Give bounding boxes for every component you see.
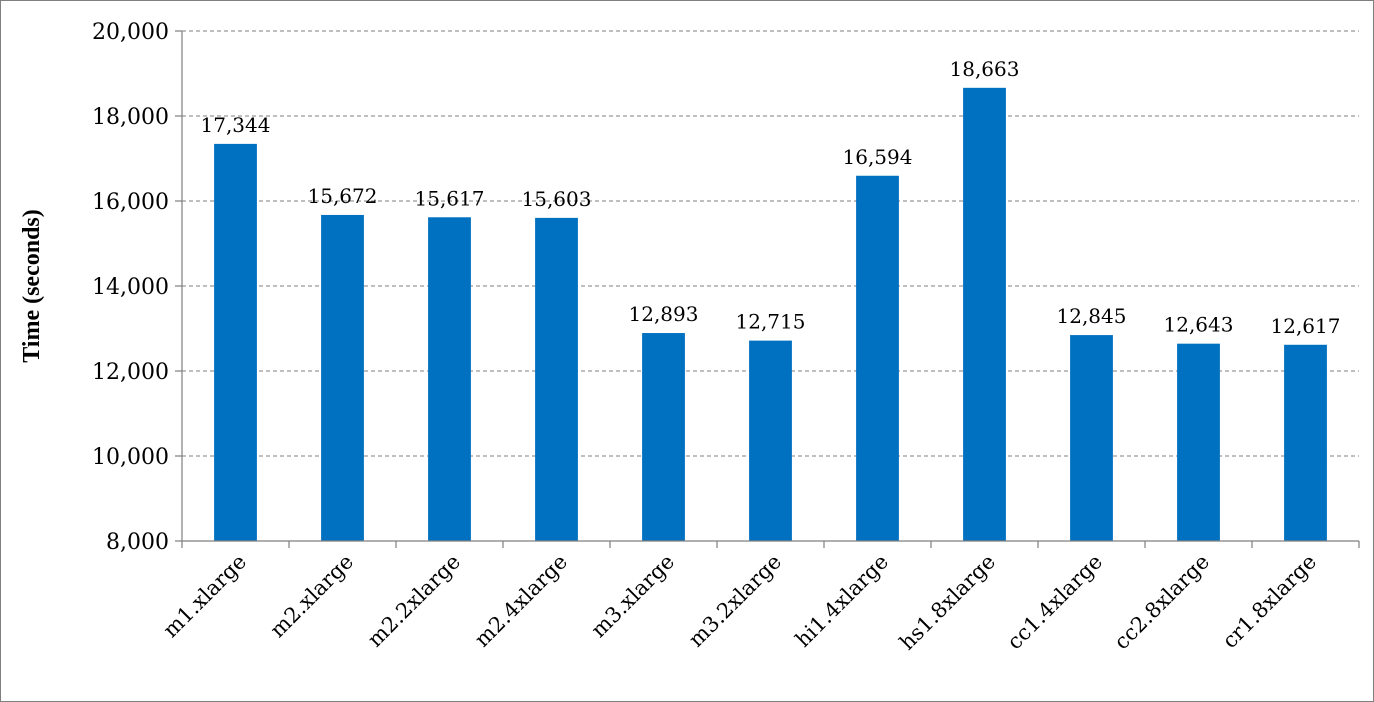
data-label: 12,715	[736, 310, 806, 334]
x-tick-label: hs1.8xlarge	[895, 550, 1000, 655]
bar-m3-xlarge	[642, 333, 685, 541]
data-label: 16,594	[843, 145, 913, 169]
y-tick-label: 8,000	[106, 530, 169, 555]
x-tick-label: hi1.4xlarge	[791, 550, 893, 652]
data-label: 18,663	[950, 57, 1020, 81]
x-tick-label: m3.xlarge	[586, 550, 679, 643]
bar-cc2-8xlarge	[1177, 343, 1220, 541]
gridlines	[182, 30, 1359, 457]
x-tick-label: m1.xlarge	[158, 550, 251, 643]
x-tick-label: m2.4xlarge	[470, 550, 572, 652]
x-tick-label: m3.2xlarge	[684, 550, 786, 652]
data-label: 15,617	[415, 186, 485, 210]
y-axis-title: Time (seconds)	[19, 209, 45, 363]
y-tick-label: 10,000	[92, 445, 169, 470]
data-label: 12,845	[1057, 304, 1127, 328]
x-tick-label: cc1.4xlarge	[1002, 550, 1107, 655]
data-label: 12,893	[629, 302, 699, 326]
y-tick-label: 18,000	[92, 105, 169, 130]
bar-cr1-8xlarge	[1284, 344, 1327, 541]
data-label: 12,643	[1164, 313, 1234, 337]
x-tick-label: cc2.8xlarge	[1109, 550, 1214, 655]
data-label: 15,672	[308, 184, 378, 208]
bar-cc1-4xlarge	[1070, 335, 1113, 541]
bar-hs1-8xlarge	[963, 87, 1006, 541]
data-label: 12,617	[1271, 314, 1341, 338]
axes	[175, 30, 1360, 548]
data-labels: 17,344 15,672 15,617 15,603 12,893 12,715 16,5…	[201, 57, 1341, 338]
x-tick-label: m2.xlarge	[265, 550, 358, 643]
bar-m2-2xlarge	[428, 217, 471, 541]
y-tick-label: 20,000	[92, 20, 169, 45]
x-tick-label: cr1.8xlarge	[1218, 550, 1321, 653]
bar-m1-xlarge	[214, 143, 257, 541]
y-tick-label: 16,000	[92, 190, 169, 215]
data-label: 17,344	[201, 113, 271, 137]
y-tick-labels: 8,000 10,000 12,000 14,000 16,000 18,000 20,00…	[92, 20, 169, 555]
y-tick-label: 12,000	[92, 360, 169, 385]
y-tick-label: 14,000	[92, 275, 169, 300]
bar-m2-xlarge	[321, 214, 364, 541]
bars	[214, 87, 1327, 541]
x-tick-label: m2.2xlarge	[363, 550, 465, 652]
x-tick-labels: m1.xlarge m2.xlarge m2.2xlarge m2.4xlarge m3…	[158, 550, 1321, 655]
data-label: 15,603	[522, 187, 592, 211]
bar-hi1-4xlarge	[856, 175, 899, 541]
bar-m3-2xlarge	[749, 340, 792, 541]
bar-m2-4xlarge	[535, 217, 578, 541]
